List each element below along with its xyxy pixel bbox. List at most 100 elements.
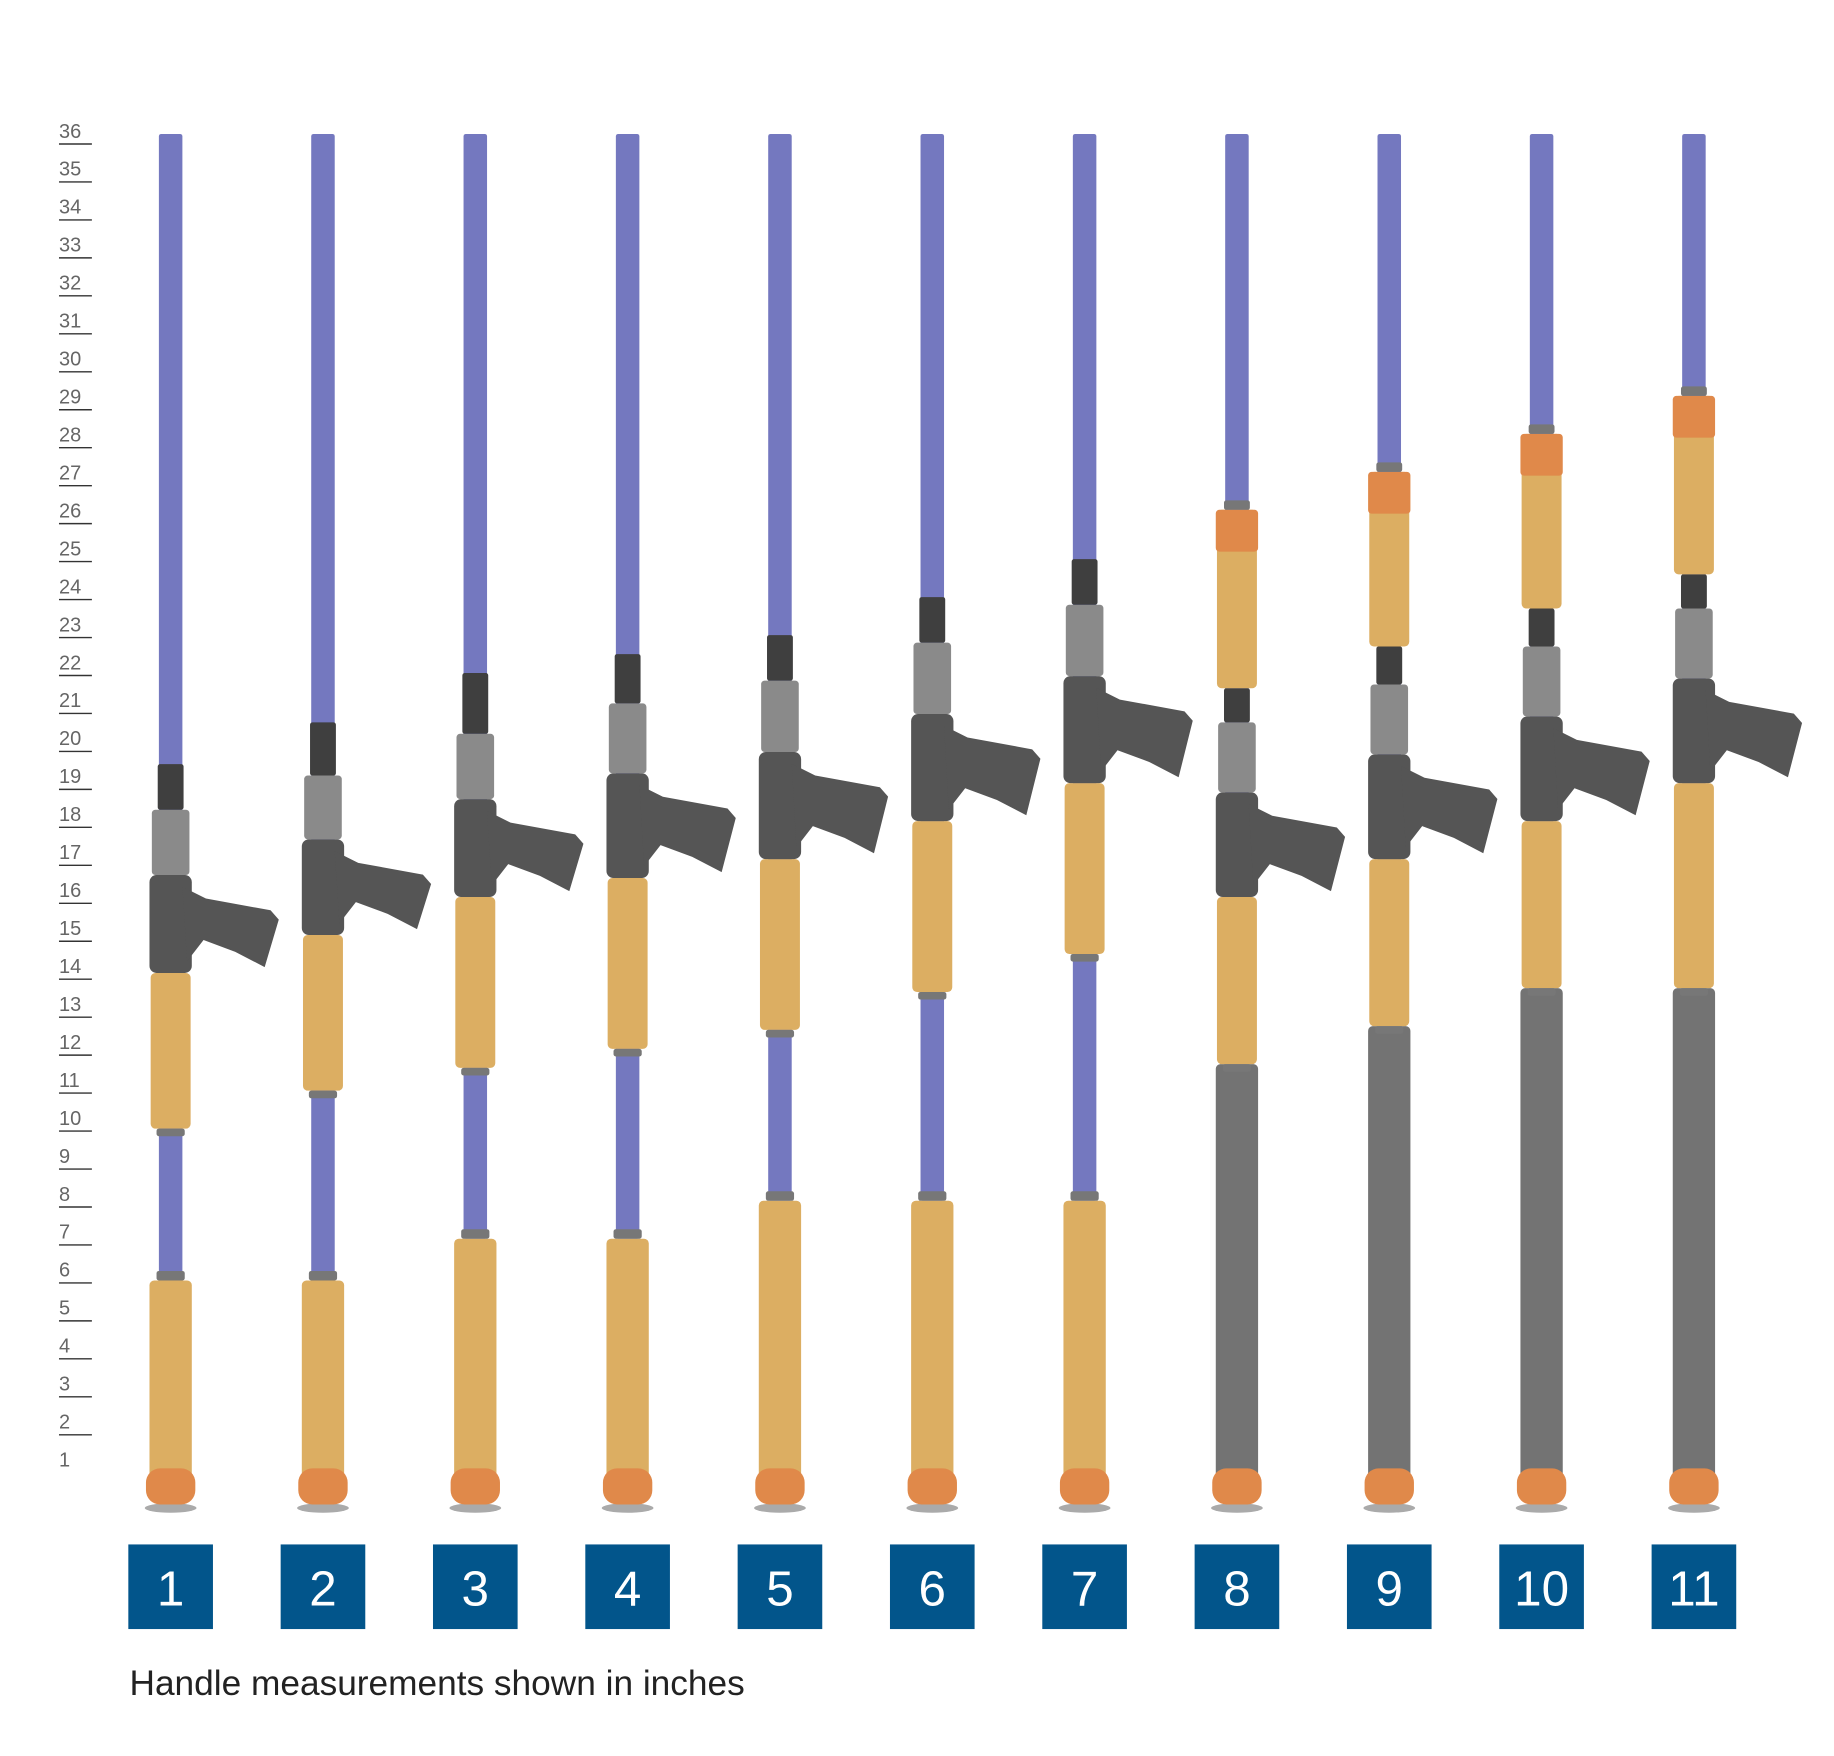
fore-cork-grip — [1369, 859, 1410, 1027]
ruler-tick-label: 26 — [59, 500, 81, 522]
ruler-tick-label: 28 — [59, 424, 81, 446]
ruler-tick-label: 14 — [59, 956, 81, 978]
reel-seat-body — [1672, 678, 1716, 784]
reel-seat-threads — [157, 764, 184, 810]
winding-check — [765, 1029, 795, 1038]
rear-eva-grip — [1368, 1026, 1411, 1482]
rod-number-box — [889, 1544, 975, 1630]
ruler-tick-label: 15 — [59, 918, 81, 940]
butt-cap-shadow — [297, 1503, 349, 1513]
rod-number: 2 — [309, 1562, 336, 1617]
ruler-tick-label: 36 — [59, 121, 81, 143]
fore-cork-grip — [1521, 821, 1562, 989]
rod-label-3: 3 — [432, 1544, 518, 1630]
rod-number: 6 — [919, 1562, 946, 1617]
butt-cap — [1669, 1468, 1719, 1505]
reel-seat-hood — [1522, 646, 1561, 717]
reel-seat-hood — [151, 809, 190, 876]
rod-number-box — [1042, 1544, 1127, 1630]
reel-seat-hood — [1065, 604, 1104, 677]
upper-grip-trim — [1672, 395, 1716, 438]
reel-seat-threads — [1680, 574, 1707, 609]
rod-number-box — [585, 1544, 670, 1630]
rod-number: 10 — [1514, 1562, 1569, 1617]
rod-number-box — [1194, 1544, 1280, 1630]
rear-cork-grip — [606, 1238, 649, 1482]
reel-seat-threads — [1071, 559, 1098, 605]
rod-number: 1 — [157, 1562, 184, 1617]
rear-eva-grip — [1672, 988, 1716, 1482]
reel-seat-body — [1215, 792, 1259, 898]
ruler-tick-label: 19 — [59, 766, 81, 788]
winding-check — [918, 991, 947, 1000]
butt-cap-shadow — [754, 1503, 806, 1513]
rod-number: 4 — [614, 1562, 641, 1617]
butt-cap-shadow — [1058, 1503, 1111, 1513]
ruler-tick-label: 17 — [59, 842, 81, 864]
ruler-tick-label: 4 — [59, 1336, 70, 1358]
winding-check — [1528, 424, 1555, 434]
butt-cap — [450, 1468, 500, 1505]
ruler-tick-label: 10 — [59, 1108, 81, 1130]
ruler-tick-label: 8 — [59, 1184, 70, 1206]
butt-cap — [298, 1468, 348, 1505]
butt-cap-shadow — [1211, 1503, 1263, 1513]
ruler-tick-label: 34 — [59, 197, 81, 219]
upper-cork-grip — [1216, 509, 1257, 689]
winding-check — [461, 1229, 490, 1239]
trigger — [487, 810, 584, 892]
butt-cap — [1059, 1468, 1110, 1505]
trigger — [639, 785, 736, 873]
rod-number: 3 — [462, 1562, 489, 1617]
winding-check — [918, 1191, 947, 1201]
rod-8 — [1211, 133, 1346, 1513]
rod-number: 9 — [1376, 1562, 1403, 1617]
rods — [144, 133, 1803, 1513]
trigger — [791, 763, 889, 854]
ruler-tick-label: 13 — [59, 994, 81, 1016]
ruler-tick-label: 31 — [59, 311, 81, 333]
trigger — [1096, 687, 1193, 778]
reel-seat-body — [911, 714, 954, 822]
ruler-tick-label: 16 — [59, 880, 81, 902]
trigger — [1401, 766, 1498, 854]
ruler-tick-label: 1 — [59, 1450, 70, 1472]
rod-number-box — [737, 1544, 823, 1630]
trigger — [1705, 690, 1803, 778]
rod-5 — [754, 133, 889, 1513]
winding-check — [613, 1048, 642, 1057]
winding-check — [1070, 1191, 1099, 1201]
reel-seat-hood — [1370, 684, 1409, 755]
winding-check — [1376, 462, 1403, 472]
rod-number-box — [1499, 1544, 1584, 1630]
butt-cap-shadow — [601, 1503, 654, 1513]
trigger — [1248, 804, 1346, 892]
reel-seat-threads — [919, 597, 946, 643]
reel-seat-body — [1368, 754, 1411, 860]
winding-check — [1679, 988, 1709, 996]
rod-label-2: 2 — [280, 1544, 366, 1630]
ruler-tick-label: 20 — [59, 728, 81, 750]
butt-cap-shadow — [1363, 1503, 1416, 1513]
rear-cork-grip — [149, 1280, 192, 1482]
butt-cap — [755, 1468, 805, 1505]
reel-seat-body — [758, 752, 802, 860]
winding-check — [613, 1229, 642, 1239]
butt-cap — [1364, 1468, 1414, 1505]
rear-cork-grip — [1063, 1200, 1106, 1482]
rod-number-box — [280, 1544, 366, 1630]
rear-eva-grip — [1520, 988, 1563, 1482]
upper-grip-trim — [1368, 471, 1411, 514]
ruler-tick-label: 25 — [59, 538, 81, 560]
winding-check — [1680, 386, 1707, 396]
winding-check — [308, 1090, 338, 1099]
rod-number: 8 — [1223, 1562, 1250, 1617]
reel-seat-body — [301, 839, 345, 936]
ruler-tick-label: 7 — [59, 1222, 70, 1244]
ruler-tick-label: 9 — [59, 1146, 70, 1168]
ruler-tick-label: 29 — [59, 387, 81, 409]
rod-label-1: 1 — [128, 1544, 213, 1630]
rod-blank — [311, 133, 335, 1281]
upper-grip-trim — [1520, 433, 1563, 476]
butt-cap — [1212, 1468, 1262, 1505]
